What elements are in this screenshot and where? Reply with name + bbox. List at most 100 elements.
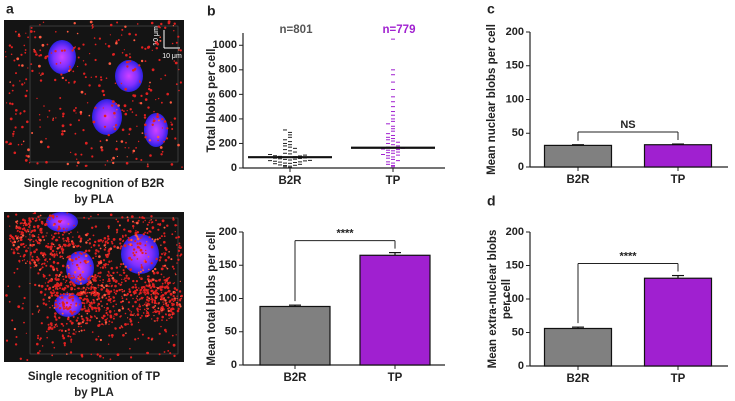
pla-dot	[60, 293, 62, 296]
pla-dot	[102, 279, 105, 281]
pla-dot	[166, 280, 168, 282]
pla-dot	[121, 305, 124, 308]
pla-dot	[77, 325, 80, 328]
pla-dot	[67, 328, 71, 331]
pla-dot	[83, 72, 86, 75]
pla-dot	[92, 257, 95, 260]
pla-dot	[161, 311, 163, 313]
pla-dot	[110, 301, 112, 304]
pla-dot	[154, 41, 158, 44]
pla-dot	[176, 254, 179, 257]
pla-dot	[124, 323, 127, 326]
pla-dot	[146, 241, 148, 243]
pla-dot	[84, 93, 87, 95]
pla-dot	[74, 310, 76, 313]
pla-dot	[105, 288, 108, 291]
pla-dot	[66, 238, 70, 241]
pla-dot	[39, 119, 41, 121]
pla-dot	[15, 247, 18, 250]
pla-dot	[89, 315, 92, 317]
pla-dot	[16, 57, 20, 61]
pla-dot	[22, 140, 25, 143]
pla-dot	[79, 110, 83, 114]
pla-dot	[171, 334, 174, 337]
pla-dot	[161, 305, 164, 308]
pla-dot	[37, 242, 39, 244]
pla-dot	[29, 282, 31, 285]
pla-dot	[122, 263, 125, 265]
pla-dot	[115, 41, 118, 45]
pla-dot	[129, 56, 132, 59]
pla-dot	[177, 143, 180, 147]
pla-dot	[39, 231, 42, 233]
pla-dot	[115, 313, 118, 316]
pla-dot	[125, 294, 128, 297]
pla-dot	[99, 338, 102, 342]
pla-dot	[146, 227, 149, 230]
pla-dot	[65, 322, 68, 325]
pla-dot	[104, 43, 107, 45]
pla-dot	[143, 308, 146, 311]
pla-dot	[132, 252, 135, 254]
pla-dot	[10, 248, 13, 251]
pla-dot	[149, 89, 153, 92]
pla-dot	[122, 271, 126, 274]
pla-dot	[101, 323, 104, 326]
pla-dot	[117, 39, 120, 41]
pla-dot	[41, 266, 44, 269]
pla-dot	[132, 149, 136, 153]
pla-dot	[82, 290, 85, 294]
pla-dot	[177, 235, 180, 239]
annotation: n=779	[383, 24, 416, 36]
pla-dot	[172, 303, 175, 306]
pla-dot	[71, 321, 74, 325]
pla-dot	[22, 222, 25, 225]
pla-dot	[90, 147, 93, 150]
pla-dot	[25, 332, 27, 334]
pla-dot	[19, 113, 22, 115]
pla-dot	[97, 272, 100, 275]
pla-dot	[171, 265, 174, 268]
pla-dot	[60, 284, 63, 287]
pla-dot	[132, 314, 134, 316]
pla-dot	[58, 243, 61, 247]
pla-dot	[161, 127, 163, 129]
pla-dot	[20, 143, 23, 146]
pla-dot	[106, 274, 109, 277]
pla-dot	[114, 82, 117, 85]
pla-dot	[76, 165, 78, 167]
pla-dot	[11, 89, 14, 92]
pla-dot	[142, 291, 144, 293]
pla-dot	[80, 288, 82, 290]
pla-dot	[173, 354, 176, 358]
pla-dot	[61, 335, 64, 338]
pla-dot	[42, 274, 46, 278]
pla-dot	[121, 326, 124, 329]
pla-dot	[144, 98, 148, 101]
pla-dot	[59, 296, 61, 299]
pla-dot	[114, 280, 118, 283]
pla-dot	[44, 254, 46, 256]
pla-dot	[139, 298, 141, 300]
pla-dot	[67, 223, 70, 225]
y-tick-label: 1000	[213, 39, 237, 51]
pla-dot	[127, 243, 130, 246]
pla-dot	[172, 217, 174, 219]
significance: NS	[620, 119, 635, 131]
pla-dot	[50, 279, 53, 282]
pla-dot	[53, 285, 55, 287]
pla-dot	[158, 353, 161, 356]
pla-dot	[161, 315, 164, 319]
pla-dot	[41, 235, 45, 239]
pla-dot	[73, 288, 76, 291]
pla-dot	[111, 321, 113, 324]
pla-dot	[31, 229, 34, 232]
pla-dot	[156, 317, 159, 320]
nucleus	[121, 234, 159, 274]
pla-dot	[130, 356, 133, 359]
pla-dot	[106, 307, 109, 310]
pla-dot	[43, 262, 46, 265]
caption: Single recognition of TP	[28, 371, 161, 383]
pla-dot	[125, 141, 127, 144]
pla-dot	[165, 248, 168, 251]
